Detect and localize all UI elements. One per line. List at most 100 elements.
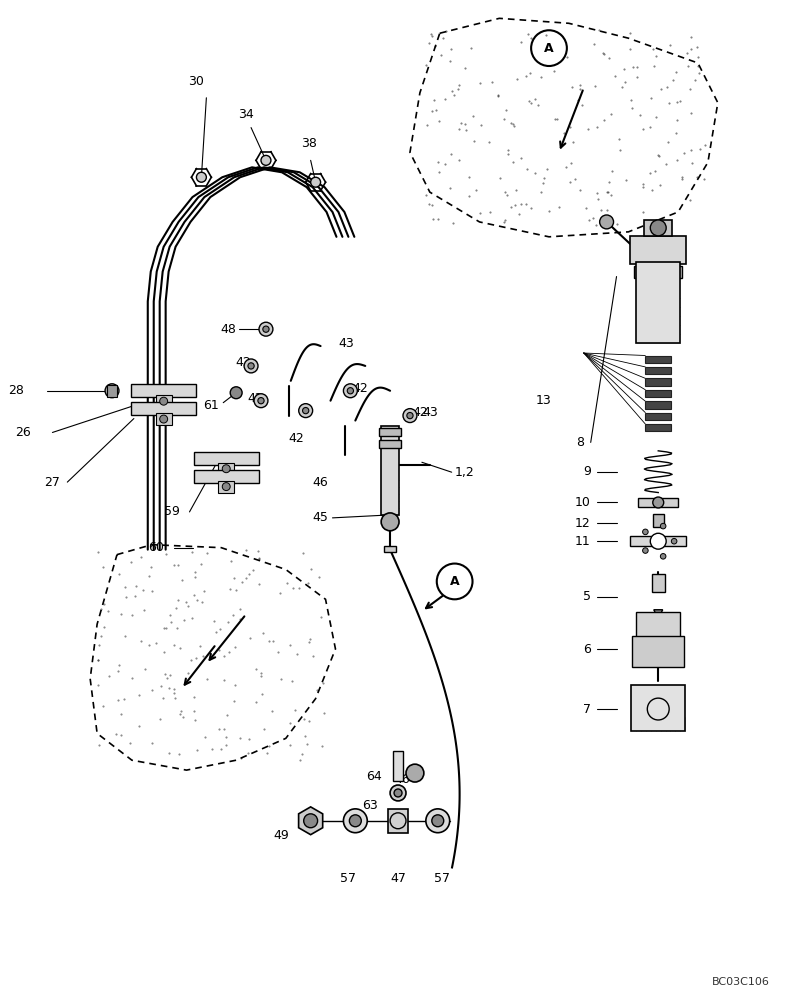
Bar	[388, 809, 408, 833]
Circle shape	[258, 398, 264, 404]
Circle shape	[244, 359, 258, 373]
Bar	[194, 452, 259, 465]
Circle shape	[407, 412, 413, 419]
Circle shape	[259, 322, 273, 336]
Circle shape	[222, 465, 230, 473]
Circle shape	[394, 789, 402, 797]
Text: 42: 42	[352, 382, 368, 395]
Bar	[638, 498, 678, 507]
Text: 28: 28	[8, 384, 23, 397]
Text: 42: 42	[412, 406, 427, 419]
Circle shape	[343, 384, 357, 398]
Circle shape	[431, 815, 444, 827]
Text: A: A	[544, 42, 553, 55]
Bar	[156, 395, 171, 407]
Text: 34: 34	[238, 108, 254, 121]
Bar	[633, 636, 684, 667]
Circle shape	[653, 497, 663, 508]
Bar	[634, 266, 682, 278]
Text: 59: 59	[164, 505, 179, 518]
Text: 9: 9	[583, 465, 591, 478]
Bar	[646, 367, 671, 374]
Text: 57: 57	[340, 872, 356, 885]
Circle shape	[304, 814, 318, 828]
Bar	[218, 463, 234, 475]
Circle shape	[105, 384, 119, 398]
Bar	[156, 413, 171, 425]
Bar	[384, 546, 396, 552]
Text: 63: 63	[363, 799, 378, 812]
Text: 47: 47	[390, 872, 406, 885]
Circle shape	[299, 404, 313, 418]
Text: 45: 45	[313, 511, 329, 524]
Bar	[107, 385, 117, 397]
Circle shape	[650, 533, 666, 549]
Polygon shape	[299, 807, 322, 835]
Bar	[630, 236, 686, 264]
Text: 49: 49	[273, 829, 288, 842]
Text: BC03C106: BC03C106	[712, 977, 769, 987]
Bar	[218, 481, 234, 493]
Text: 5: 5	[583, 590, 591, 603]
Text: 11: 11	[575, 535, 591, 548]
Circle shape	[302, 407, 309, 414]
Text: 57: 57	[434, 872, 450, 885]
Bar	[652, 574, 665, 592]
Bar	[379, 440, 401, 448]
Bar	[653, 514, 663, 527]
Circle shape	[222, 483, 230, 491]
Bar	[379, 428, 401, 436]
Text: 61: 61	[204, 399, 219, 412]
Circle shape	[248, 363, 255, 369]
Circle shape	[403, 409, 417, 423]
Text: 26: 26	[15, 426, 31, 439]
Circle shape	[671, 538, 677, 544]
Text: 8: 8	[576, 436, 583, 449]
Text: 27: 27	[44, 476, 61, 489]
Text: 12: 12	[575, 517, 591, 530]
Circle shape	[642, 529, 648, 535]
Circle shape	[349, 815, 361, 827]
Bar	[381, 426, 399, 515]
Bar	[132, 402, 196, 415]
Circle shape	[254, 394, 268, 408]
Bar	[646, 390, 671, 397]
Bar	[194, 470, 259, 483]
Circle shape	[650, 220, 666, 236]
Circle shape	[160, 397, 167, 405]
Text: 6: 6	[583, 643, 591, 656]
Text: 46: 46	[394, 773, 410, 786]
Text: 30: 30	[188, 75, 204, 88]
Text: 1,2: 1,2	[455, 466, 474, 479]
Text: 46: 46	[313, 476, 329, 489]
Circle shape	[600, 215, 613, 229]
Circle shape	[310, 177, 321, 187]
Bar	[132, 384, 196, 397]
Circle shape	[660, 523, 666, 529]
Text: 42: 42	[288, 432, 305, 445]
Bar	[646, 424, 671, 431]
Bar	[646, 401, 671, 409]
Text: 60: 60	[148, 541, 164, 554]
Bar	[637, 262, 680, 343]
Bar	[646, 413, 671, 420]
Bar	[630, 536, 686, 546]
Polygon shape	[654, 610, 663, 619]
Circle shape	[343, 809, 368, 833]
Bar	[646, 356, 671, 363]
Circle shape	[406, 764, 424, 782]
Circle shape	[390, 785, 406, 801]
Text: 42: 42	[247, 392, 263, 405]
Circle shape	[196, 172, 206, 182]
Text: 48: 48	[221, 323, 236, 336]
Bar	[644, 220, 672, 236]
Text: A: A	[450, 575, 460, 588]
Circle shape	[642, 548, 648, 553]
Bar	[646, 378, 671, 386]
Circle shape	[426, 809, 450, 833]
Bar	[631, 685, 685, 731]
Circle shape	[381, 513, 399, 531]
Text: 42: 42	[235, 356, 251, 369]
Text: 7: 7	[583, 703, 591, 716]
Text: 64: 64	[366, 770, 382, 783]
